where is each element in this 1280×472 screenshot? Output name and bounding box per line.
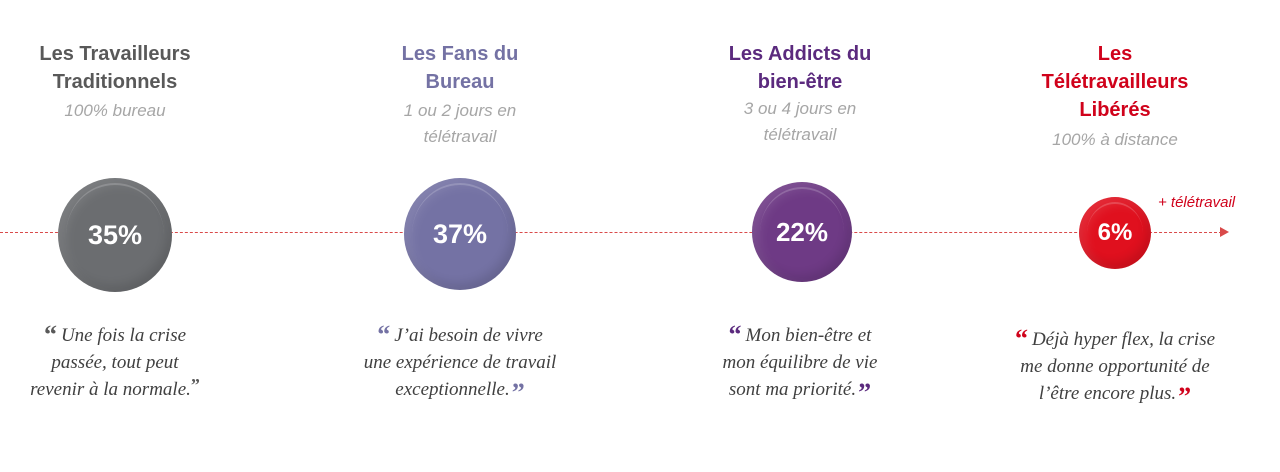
- percent-value: 6%: [1097, 219, 1133, 246]
- percent-bubble: 22%: [752, 182, 852, 282]
- close-quote-icon: ”: [1178, 382, 1192, 411]
- percent-value: 35%: [87, 219, 143, 250]
- segment-title: Les Fans du Bureau: [401, 43, 519, 93]
- segment-title: Les Télétravailleurs Libérés: [1041, 43, 1189, 121]
- percent-value: 22%: [775, 216, 829, 247]
- segment-subtitle: 100% à distance: [1052, 130, 1178, 149]
- open-quote-icon: “: [43, 320, 57, 349]
- segment-subtitle: 100% bureau: [64, 101, 166, 120]
- segment-quote: “Une fois la crise passée, tout peut rev…: [30, 320, 200, 401]
- more-remote-work-label: + télétravail: [1158, 194, 1236, 211]
- percent-bubble: 6%: [1079, 197, 1151, 269]
- close-quote-icon: ”: [511, 378, 525, 407]
- percent-value: 37%: [432, 218, 488, 249]
- segment-title: Les Travailleurs Traditionnels: [39, 43, 191, 93]
- segment-quote: “Déjà hyper flex, la crise me donne oppo…: [1014, 324, 1216, 411]
- close-quote-icon: ”: [190, 375, 200, 395]
- segment-quote: “J’ai besoin de vivre une expérience de …: [363, 320, 557, 407]
- segment-addicts-du-bien-etre: Les Addicts du bien-être 3 ou 4 jours en…: [670, 0, 930, 472]
- segment-subtitle: 3 ou 4 jours en télétravail: [743, 99, 857, 144]
- timeline-dashed-line: [0, 232, 1222, 233]
- segment-quote: “Mon bien-être et mon équilibre de vie s…: [722, 320, 878, 407]
- segment-title: Les Addicts du bien-être: [728, 43, 872, 93]
- close-quote-icon: ”: [858, 378, 872, 407]
- open-quote-icon: “: [1014, 324, 1028, 353]
- open-quote-icon: “: [728, 320, 742, 349]
- open-quote-icon: “: [377, 320, 391, 349]
- percent-bubble: 35%: [58, 178, 172, 292]
- timeline-arrow-icon: [1220, 227, 1229, 237]
- segment-teletravailleurs-liberes: Les Télétravailleurs Libérés 100% à dist…: [985, 0, 1245, 472]
- quote-text: Déjà hyper flex, la crise: [1031, 329, 1216, 350]
- segment-subtitle: 1 ou 2 jours en télétravail: [403, 101, 517, 146]
- segment-traditionnels: Les Travailleurs Traditionnels 100% bure…: [0, 0, 245, 472]
- percent-bubble: 37%: [404, 178, 516, 290]
- segment-fans-du-bureau: Les Fans du Bureau 1 ou 2 jours en télét…: [330, 0, 590, 472]
